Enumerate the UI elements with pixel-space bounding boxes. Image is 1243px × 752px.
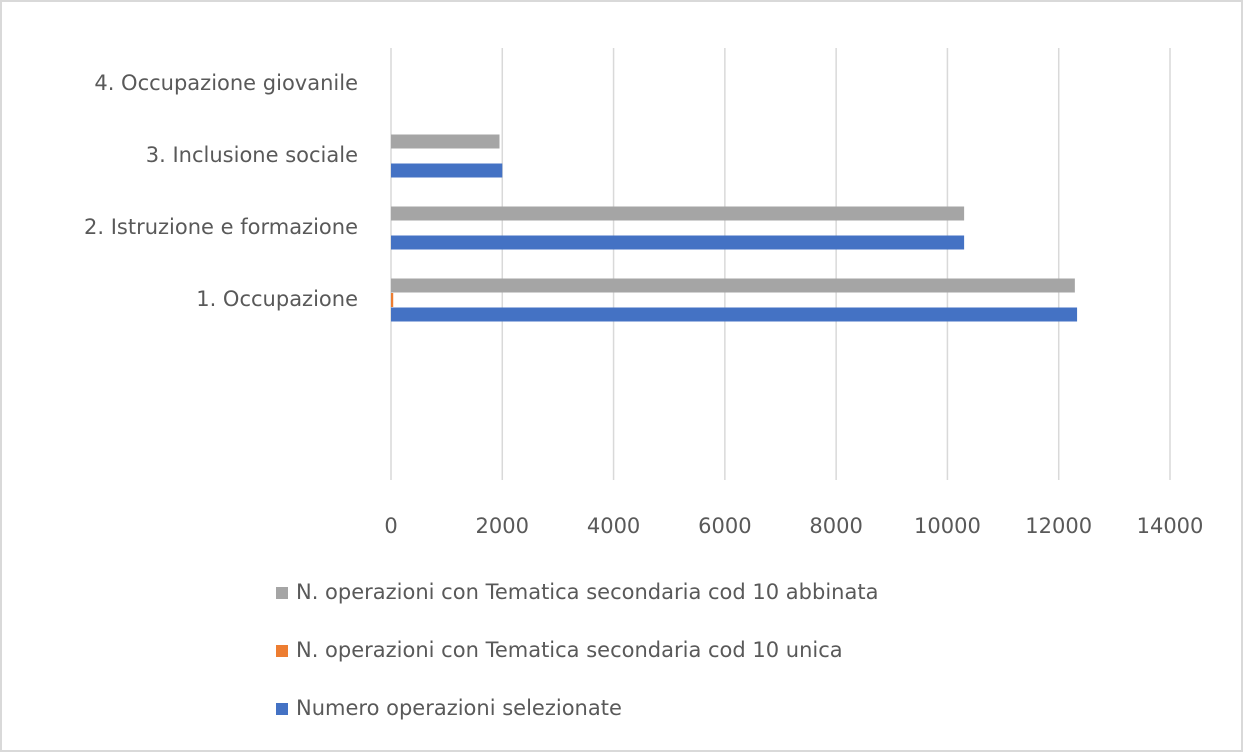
x-tick-label: 12000	[1025, 514, 1092, 538]
y-tick-label: 3. Inclusione sociale	[146, 143, 358, 167]
bar	[391, 278, 1075, 293]
y-tick-label: 4. Occupazione giovanile	[94, 71, 358, 95]
bar	[391, 293, 394, 307]
bar	[391, 307, 1078, 322]
x-tick-label: 6000	[698, 514, 751, 538]
x-tick-label: 4000	[587, 514, 640, 538]
bar	[391, 163, 503, 178]
legend-swatch	[276, 645, 288, 657]
x-tick-label: 2000	[476, 514, 529, 538]
bar	[391, 235, 965, 250]
x-tick-label: 10000	[914, 514, 981, 538]
y-tick-label: 1. Occupazione	[196, 287, 358, 311]
x-tick-label: 8000	[809, 514, 862, 538]
legend-label: Numero operazioni selezionate	[296, 696, 622, 720]
bar	[391, 134, 500, 149]
x-tick-label: 14000	[1137, 514, 1204, 538]
legend-swatch	[276, 703, 288, 715]
legend-label: N. operazioni con Tematica secondaria co…	[296, 638, 843, 662]
legend-swatch	[276, 587, 288, 599]
x-tick-label: 0	[384, 514, 397, 538]
bar	[391, 206, 965, 221]
y-tick-label: 2. Istruzione e formazione	[84, 215, 358, 239]
legend-label: N. operazioni con Tematica secondaria co…	[296, 580, 878, 604]
